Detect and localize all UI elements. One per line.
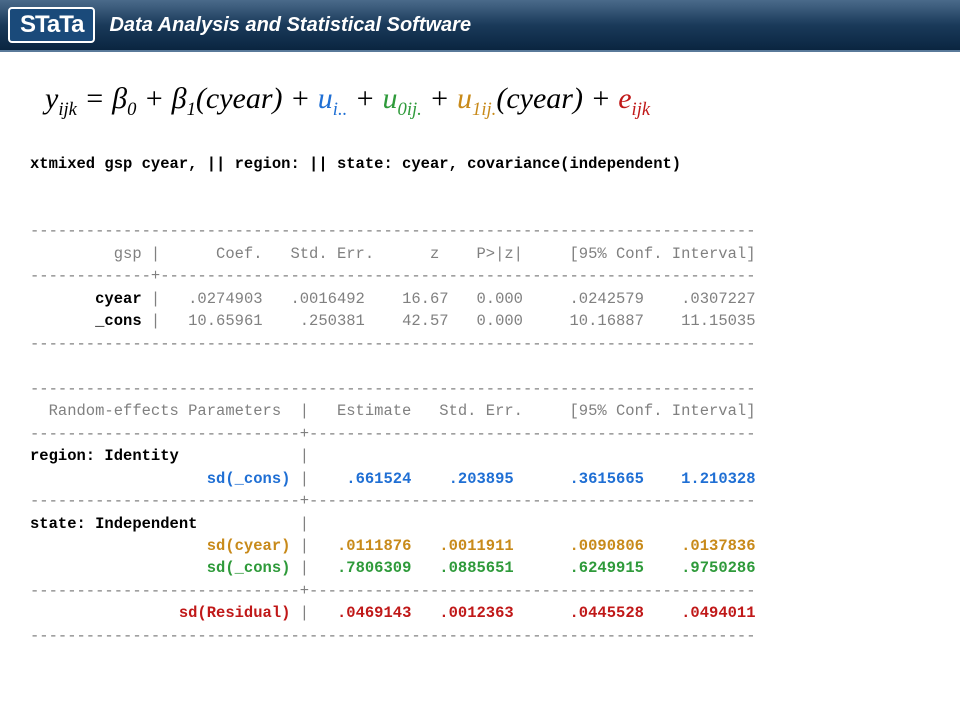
- eq-u0-sub: 0ij.: [398, 99, 422, 120]
- t2-resid-vals: .0469143 .0012363 .0445528 .0494011: [309, 604, 755, 622]
- eq-u1-state: u1ij.: [457, 82, 496, 115]
- eq-b1-sub: 1: [187, 99, 196, 120]
- eq-ui-sub: i..: [333, 99, 347, 120]
- eq-paren-close2: ): [573, 82, 583, 115]
- eq-plus5: +: [583, 82, 618, 115]
- eq-paren-close1: ): [273, 82, 283, 115]
- logo-text: STaTa: [20, 11, 83, 38]
- eq-paren-open2: (: [496, 82, 506, 115]
- t2-hline-top: ----------------------------------------…: [30, 380, 756, 398]
- eq-paren-open1: (: [196, 82, 206, 115]
- header-title: Data Analysis and Statistical Software: [109, 14, 471, 37]
- t1-hline-top: ----------------------------------------…: [30, 222, 756, 240]
- eq-e-sub: ijk: [632, 99, 651, 120]
- t1-hline-bot: ----------------------------------------…: [30, 335, 756, 353]
- eq-u0: u: [383, 82, 398, 115]
- t2-region-sd-cons-pipe: |: [290, 470, 309, 488]
- t1-row-cons-vals: | 10.65961 .250381 42.57 0.000 10.16887 …: [142, 312, 756, 330]
- t2-region-sd-cons-label: sd(_cons): [30, 470, 290, 488]
- stata-output: xtmixed gsp cyear, || region: || state: …: [0, 131, 960, 647]
- t2-state-sd-cyear-vals: .0111876 .0011911 .0090806 .0137836: [309, 537, 755, 555]
- eq-residual: eijk: [618, 82, 650, 115]
- eq-e: e: [618, 82, 631, 115]
- eq-u-region: ui..: [318, 82, 347, 115]
- t2-state-sd-cyear-pipe: |: [290, 537, 309, 555]
- eq-equals: =: [77, 82, 112, 115]
- t2-hline-bot: ----------------------------------------…: [30, 627, 756, 645]
- eq-u0-state: u0ij.: [383, 82, 422, 115]
- t2-sep2: -----------------------------+----------…: [30, 492, 756, 510]
- t2-state-sd-cons-vals: .7806309 .0885651 .6249915 .9750286: [309, 559, 755, 577]
- eq-plus3: +: [347, 82, 382, 115]
- t2-header: Random-effects Parameters | Estimate Std…: [30, 402, 756, 420]
- command-line: xtmixed gsp cyear, || region: || state: …: [30, 155, 681, 173]
- t2-state-sd-cons-label: sd(_cons): [30, 559, 290, 577]
- eq-cyear1: cyear: [206, 82, 273, 115]
- eq-u1-sub: 1ij.: [472, 99, 496, 120]
- t1-header: gsp | Coef. Std. Err. z P>|z| [95% Conf.…: [30, 245, 756, 263]
- t2-state-pipe: |: [300, 515, 309, 533]
- logo: STaTa: [8, 7, 95, 43]
- eq-plus4: +: [422, 82, 457, 115]
- t2-resid-label: sd(Residual): [30, 604, 290, 622]
- t1-row-cyear-vals: | .0274903 .0016492 16.67 0.000 .0242579…: [142, 290, 756, 308]
- t2-state-sd-cons-pipe: |: [290, 559, 309, 577]
- t2-sep1: -----------------------------+----------…: [30, 425, 756, 443]
- t2-region-sd-cons-vals: .661524 .203895 .3615665 1.210328: [309, 470, 755, 488]
- eq-ui: u: [318, 82, 333, 115]
- eq-y-sub: ijk: [58, 99, 77, 120]
- eq-plus1: +: [136, 82, 171, 115]
- t1-sep: -------------+--------------------------…: [30, 267, 756, 285]
- t2-resid-pipe: |: [290, 604, 309, 622]
- t2-region-pipe: |: [300, 447, 309, 465]
- t2-state-sd-cyear-label: sd(cyear): [30, 537, 290, 555]
- t1-row-cyear-label: cyear: [30, 290, 142, 308]
- eq-u1: u: [457, 82, 472, 115]
- t2-region-label: region: Identity: [30, 447, 300, 465]
- app-header: STaTa Data Analysis and Statistical Soft…: [0, 0, 960, 52]
- t2-sep3: -----------------------------+----------…: [30, 582, 756, 600]
- eq-b0: β: [112, 82, 127, 115]
- eq-plus2: +: [283, 82, 318, 115]
- t1-row-cons-label: _cons: [30, 312, 142, 330]
- eq-b1: β: [172, 82, 187, 115]
- model-equation: yijk = β0 + β1(cyear) + ui.. + u0ij. + u…: [0, 52, 960, 131]
- eq-y: y: [45, 82, 58, 115]
- t2-state-label: state: Independent: [30, 515, 300, 533]
- eq-cyear2: cyear: [506, 82, 573, 115]
